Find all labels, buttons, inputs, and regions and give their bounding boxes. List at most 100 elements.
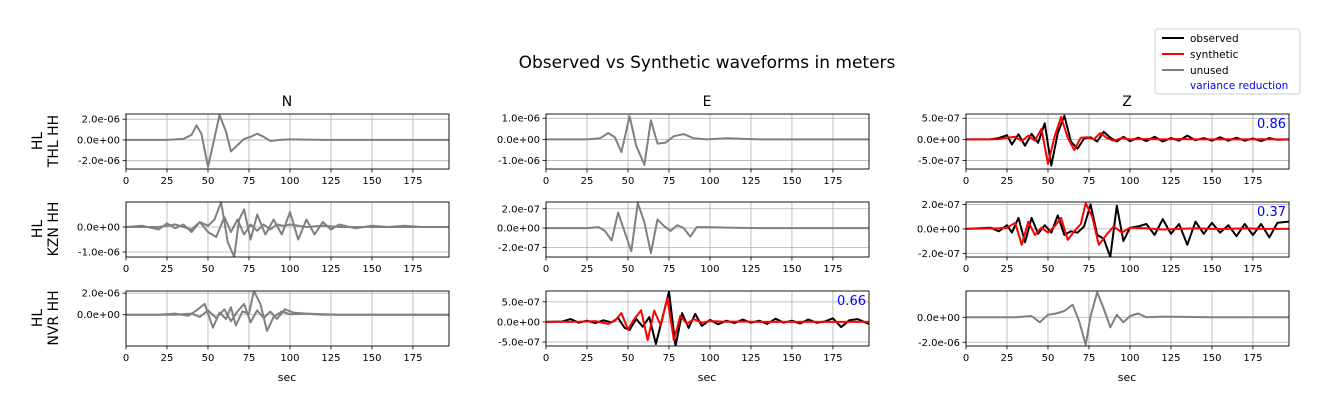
x-tick-label: 150 [782, 176, 801, 187]
y-tick-label: 0.0e+00 [917, 135, 960, 146]
axes-frame [965, 201, 1290, 258]
figure-title: Observed vs Synthetic waveforms in meter… [519, 53, 896, 73]
x-tick-label: 25 [581, 264, 594, 275]
unused-trace [546, 202, 869, 255]
synthetic-trace [966, 116, 1289, 165]
traces-kzn-e [546, 202, 869, 255]
x-tick-label: 25 [161, 353, 174, 364]
row-network-label-1: HL [30, 132, 46, 151]
x-axis-label-n: sec [278, 371, 297, 384]
x-tick-label: 125 [741, 176, 760, 187]
x-tick-label: 0 [543, 353, 549, 364]
axes-frame [545, 201, 870, 258]
axes-frame [965, 113, 1290, 170]
legend-frame [1154, 28, 1301, 95]
traces-nvr-e [546, 291, 869, 346]
row-station-label-2: KZN HH [46, 202, 62, 257]
x-tick-label: 0 [123, 353, 129, 364]
axes-frame [125, 201, 450, 258]
y-tick-label: 1.0e-06 [502, 114, 540, 125]
x-tick-label: 100 [1120, 264, 1139, 275]
observed-trace [966, 203, 1289, 257]
y-tick-label: -2.0e-07 [498, 243, 540, 254]
variance-reduction-value: 0.37 [1257, 205, 1286, 220]
x-tick-label: 150 [782, 353, 801, 364]
x-tick-label: 75 [243, 176, 256, 187]
panel-grid: 0 25 50 75 100 125 150 175 2.0e-06 0.0e+00 -2.0e-0… [77, 113, 1290, 364]
x-tick-label: 175 [403, 264, 422, 275]
x-tick-label: 100 [280, 176, 299, 187]
x-axis-label-e: sec [698, 371, 717, 384]
y-tick-label: 5.0e-07 [922, 114, 960, 125]
x-tick-label: 150 [1202, 353, 1221, 364]
traces-kzn-z [966, 202, 1289, 257]
unused-trace [126, 114, 449, 168]
unused-trace [966, 291, 1289, 346]
synthetic-trace [966, 202, 1289, 246]
x-tick-label: 125 [1161, 264, 1180, 275]
x-tick-label: 50 [202, 353, 215, 364]
traces-nvr-n [126, 291, 449, 332]
variance-reduction-value: 0.66 [837, 294, 866, 309]
x-tick-label: 75 [1083, 176, 1096, 187]
x-tick-label: 25 [1001, 176, 1014, 187]
x-tick-label: 25 [581, 176, 594, 187]
y-tick-label: 0.0e+00 [77, 135, 120, 146]
y-tick-label: 0.0e+00 [497, 317, 540, 328]
synthetic-trace [546, 296, 869, 341]
x-tick-label: 100 [1120, 176, 1139, 187]
x-tick-label: 175 [823, 353, 842, 364]
x-tick-label: 100 [700, 353, 719, 364]
panel-nvr-n: 0 25 50 75 100 125 150 175 2.0e-06 0.0e+00 [77, 289, 450, 364]
column-title-n: N [282, 94, 292, 110]
x-tick-label: 25 [581, 353, 594, 364]
x-tick-label: 25 [1001, 353, 1014, 364]
x-tick-label: 125 [1161, 176, 1180, 187]
x-tick-label: 50 [202, 264, 215, 275]
column-title-z: Z [1122, 94, 1132, 110]
panel-kzn-e: 0 25 50 75 100 125 150 175 2.0e-07 0.0e+00 -2.0e-0… [497, 201, 870, 275]
legend-label-variance-reduction: variance reduction [1190, 80, 1288, 92]
x-tick-label: 125 [741, 353, 760, 364]
axes-frame [545, 113, 870, 170]
x-tick-label: 150 [782, 264, 801, 275]
axes-frame [965, 290, 1290, 347]
x-tick-label: 50 [622, 264, 635, 275]
y-tick-label: 0.0e+00 [77, 310, 120, 321]
axes-frame [125, 113, 450, 170]
x-tick-label: 25 [161, 176, 174, 187]
y-tick-label: 2.0e-06 [82, 115, 120, 126]
x-tick-label: 0 [963, 353, 969, 364]
x-tick-label: 125 [1161, 353, 1180, 364]
x-tick-label: 100 [280, 264, 299, 275]
y-tick-label: -2.0e-06 [918, 338, 960, 349]
y-tick-label: -2.0e-06 [78, 156, 120, 167]
traces-thl-n [126, 114, 449, 168]
traces-thl-z [966, 114, 1289, 167]
x-tick-label: 0 [123, 264, 129, 275]
legend: observed synthetic unused variance reduc… [1154, 28, 1301, 95]
legend-label-synthetic: synthetic [1190, 49, 1239, 61]
x-tick-label: 175 [823, 176, 842, 187]
x-tick-label: 75 [663, 353, 676, 364]
y-tick-label: -1.0e-06 [498, 156, 540, 167]
y-tick-label: 2.0e-06 [82, 289, 120, 300]
x-tick-label: 125 [741, 264, 760, 275]
x-tick-label: 50 [202, 176, 215, 187]
x-tick-label: 75 [243, 353, 256, 364]
x-tick-label: 75 [663, 264, 676, 275]
x-tick-label: 100 [280, 353, 299, 364]
y-tick-label: 0.0e+00 [917, 224, 960, 235]
x-tick-label: 125 [321, 353, 340, 364]
x-tick-label: 125 [321, 176, 340, 187]
traces-thl-e [546, 115, 869, 166]
x-tick-label: 50 [622, 353, 635, 364]
x-tick-label: 50 [622, 176, 635, 187]
x-tick-label: 75 [663, 176, 676, 187]
x-tick-label: 175 [403, 353, 422, 364]
x-tick-label: 50 [1042, 264, 1055, 275]
x-axis-label-z: sec [1118, 371, 1137, 384]
y-tick-label: -2.0e-07 [918, 249, 960, 260]
row-network-label-3: HL [30, 309, 46, 328]
x-tick-label: 50 [1042, 176, 1055, 187]
